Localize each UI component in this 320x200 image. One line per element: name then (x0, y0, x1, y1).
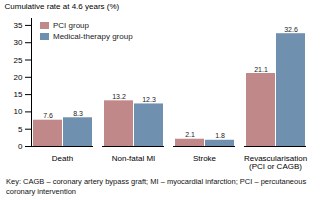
svg-text:1.8: 1.8 (215, 132, 225, 139)
svg-text:25: 25 (14, 56, 23, 65)
svg-text:15: 15 (14, 90, 23, 99)
svg-text:Revascularisation(PCI or CAGB): Revascularisation(PCI or CAGB) (244, 154, 307, 171)
svg-text:Stroke: Stroke (193, 154, 217, 163)
svg-text:Non-fatal MI: Non-fatal MI (112, 154, 156, 163)
svg-text:Death: Death (52, 154, 73, 163)
svg-text:8.3: 8.3 (73, 110, 83, 117)
svg-text:10: 10 (14, 107, 23, 116)
svg-text:20: 20 (14, 73, 23, 82)
svg-text:35: 35 (14, 21, 23, 30)
svg-text:32.6: 32.6 (284, 26, 298, 33)
html-text:Medical-therapy group: Medical-therapy group (53, 32, 133, 41)
svg-text:12.3: 12.3 (142, 96, 156, 103)
svg-text:0: 0 (18, 142, 23, 151)
svg-text:5: 5 (18, 125, 23, 134)
svg-text:Cumulative rate at 4.6 years (: Cumulative rate at 4.6 years (%) (5, 2, 120, 11)
svg-text:7.6: 7.6 (43, 112, 53, 119)
svg-text:21.1: 21.1 (254, 66, 268, 73)
svg-text:30: 30 (14, 38, 23, 47)
html-text:Key: CAGB – coronary artery by: Key: CAGB – coronary artery bypass graft… (6, 177, 307, 196)
svg-text:2.1: 2.1 (185, 131, 195, 138)
svg-text:13.2: 13.2 (112, 93, 126, 100)
html-text:PCI group: PCI group (53, 21, 89, 30)
